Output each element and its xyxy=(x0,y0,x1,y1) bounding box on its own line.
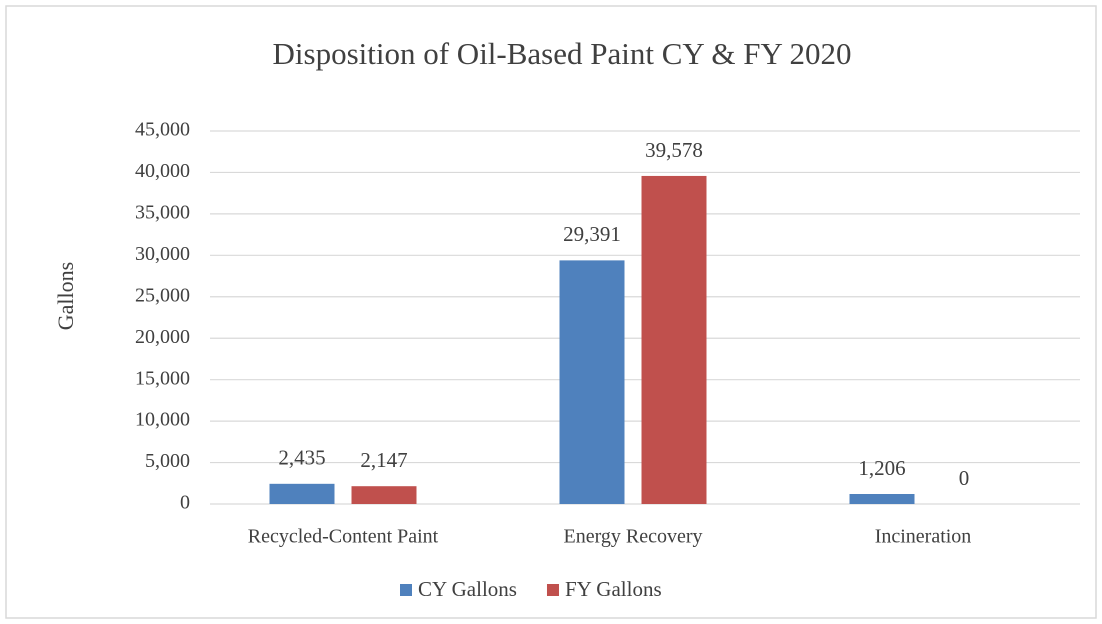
data-label: 39,578 xyxy=(645,138,703,162)
bar xyxy=(269,483,335,504)
legend-swatch xyxy=(546,584,559,596)
y-tick-label: 35,000 xyxy=(135,201,190,223)
data-label: 29,391 xyxy=(563,222,621,246)
data-label: 0 xyxy=(959,466,970,490)
legend-label: FY Gallons xyxy=(565,577,662,601)
legend-swatch xyxy=(400,584,412,596)
chart-border xyxy=(5,5,1097,619)
y-tick-label: 30,000 xyxy=(135,243,190,265)
y-tick-label: 45,000 xyxy=(135,119,190,141)
y-tick-label: 25,000 xyxy=(135,284,190,306)
legend-label: CY Gallons xyxy=(418,577,517,601)
y-axis-label: Gallons xyxy=(53,262,78,330)
y-tick-label: 20,000 xyxy=(135,326,190,348)
data-label: 1,206 xyxy=(858,456,905,480)
x-tick-label: Energy Recovery xyxy=(563,526,702,548)
chart-title: Disposition of Oil-Based Paint CY & FY 2… xyxy=(273,36,852,71)
bar xyxy=(351,486,417,504)
x-tick-label: Recycled-Content Paint xyxy=(248,526,439,548)
y-tick-label: 15,000 xyxy=(135,367,190,389)
y-tick-label: 40,000 xyxy=(135,160,190,182)
x-tick-label: Incineration xyxy=(875,526,972,548)
bar xyxy=(849,494,915,504)
y-tick-label: 10,000 xyxy=(135,409,190,431)
bar xyxy=(559,260,625,504)
y-tick-label: 5,000 xyxy=(145,450,190,472)
data-label: 2,435 xyxy=(278,446,325,470)
y-tick-label: 0 xyxy=(180,492,190,514)
bar xyxy=(641,175,707,504)
data-label: 2,147 xyxy=(360,448,407,472)
